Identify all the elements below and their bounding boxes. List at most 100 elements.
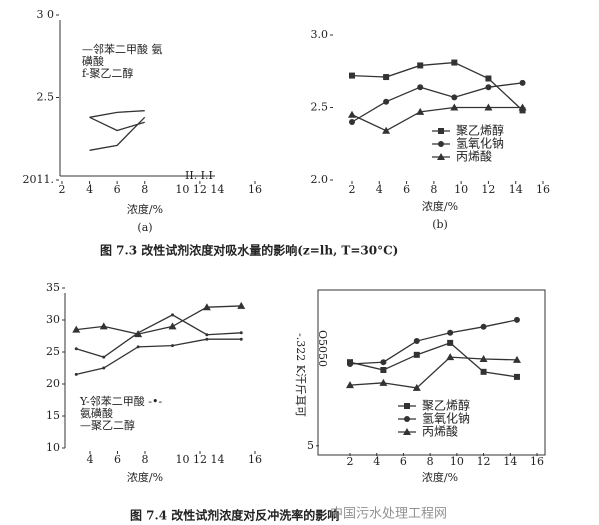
marker	[202, 303, 211, 311]
legend-label: 氢氧化钠	[422, 411, 470, 426]
line	[89, 116, 145, 132]
marker	[512, 355, 521, 363]
marker	[349, 72, 355, 79]
y-tick-label: 5	[307, 439, 314, 452]
legend-label: 丙烯酸	[456, 149, 492, 164]
marker	[447, 339, 454, 346]
x-axis-label: 浓度/%	[127, 470, 163, 484]
legend-text: —邻苯二甲酸 氨	[82, 42, 163, 56]
legend-label: 氢氧化钠	[456, 136, 504, 151]
x-tick-label: 4	[373, 455, 380, 468]
line	[349, 356, 517, 389]
line	[76, 314, 242, 358]
annotation: O5050	[316, 330, 329, 367]
y-axis-label: -.322 K汗斤耳可	[294, 333, 307, 417]
marker	[136, 331, 140, 335]
marker	[413, 351, 420, 358]
y-tick-label: 30	[46, 313, 60, 326]
marker	[239, 337, 243, 341]
x-tick-label: 2	[347, 455, 354, 468]
x-tick-label: 8	[141, 183, 148, 196]
y-tick-label: 25	[46, 345, 60, 358]
x-axis-label: 浓度/%	[127, 202, 163, 216]
marker	[348, 110, 356, 118]
y-tick-label: 3.0	[311, 28, 329, 41]
x-tick-label: 6	[403, 183, 410, 196]
frame	[317, 289, 546, 456]
line	[351, 61, 523, 111]
marker	[136, 345, 140, 349]
marker	[416, 107, 425, 115]
x-tick-label: 14	[503, 455, 517, 468]
marker	[237, 301, 246, 309]
legend-label: 聚乙烯醇	[456, 123, 504, 138]
marker	[383, 74, 390, 81]
x-tick-label: 16	[530, 455, 544, 468]
y-tick-label: 3 0	[37, 8, 55, 21]
line	[351, 106, 523, 132]
legend-text: —聚乙二醇	[80, 418, 135, 432]
marker	[451, 94, 458, 101]
marker	[102, 366, 106, 370]
y-tick-label: 20	[46, 377, 60, 390]
marker	[446, 353, 455, 361]
line	[89, 110, 145, 118]
x-tick-label: 6	[114, 453, 121, 466]
marker	[168, 322, 177, 330]
y-tick-label: 2.5	[311, 101, 329, 114]
marker	[74, 347, 78, 351]
legend-text: Y-邻苯二甲酸 -•-	[79, 394, 162, 408]
y-tick-label: 15	[46, 409, 60, 422]
marker	[480, 368, 487, 375]
caption: 图 7.4 改性试剂浓度对反冲洗率的影响	[130, 508, 339, 523]
legend-text: 磺酸	[82, 54, 104, 68]
line	[89, 116, 146, 151]
x-tick-label: 8	[427, 455, 434, 468]
legend-label: 聚乙烯醇	[422, 398, 470, 413]
marker	[205, 333, 209, 337]
marker	[102, 355, 106, 359]
line	[349, 342, 518, 378]
x-tick-label: 4	[87, 453, 94, 466]
x-tick-label: 6	[114, 183, 121, 196]
line	[76, 305, 242, 335]
x-tick-label: 8	[430, 183, 437, 196]
legend-marker	[438, 128, 444, 134]
marker	[485, 84, 492, 91]
x-tick-label: 4	[86, 183, 93, 196]
x-tick-label: 14	[509, 183, 523, 196]
marker	[99, 322, 108, 330]
x-axis-label: 浓度/%	[422, 470, 458, 484]
caption: 图 7.3 改性试剂浓度对吸水量的影响(z=lh, T=30°C)	[100, 243, 398, 258]
marker	[382, 126, 391, 134]
marker	[347, 361, 353, 368]
x-tick-label: 10 12 14	[175, 183, 224, 196]
marker	[480, 323, 487, 330]
legend-marker	[437, 153, 445, 160]
line	[351, 82, 523, 123]
marker	[519, 79, 526, 86]
y-tick-label: 10	[46, 441, 60, 454]
annotation: II. I.I	[185, 169, 213, 182]
marker	[484, 103, 493, 111]
x-tick-label: 12	[477, 455, 491, 468]
marker	[171, 313, 174, 317]
x-tick-label: 10 12 14	[176, 453, 225, 466]
y-tick-label: 2.0	[311, 173, 329, 186]
x-tick-label: 12	[481, 183, 495, 196]
marker	[72, 325, 81, 333]
marker	[479, 354, 488, 362]
legend-text: f-聚乙二醇	[82, 66, 133, 80]
y-tick-label: 35	[46, 281, 60, 294]
marker	[447, 329, 454, 336]
x-tick-label: 8	[142, 453, 149, 466]
marker	[413, 338, 420, 345]
x-tick-label: 10	[450, 455, 464, 468]
sub-label: (a)	[137, 221, 152, 234]
x-tick-label: 6	[400, 455, 407, 468]
marker	[205, 337, 209, 341]
x-tick-label: 4	[376, 183, 383, 196]
legend-text: 氨磺酸	[80, 406, 113, 420]
line	[349, 319, 518, 365]
x-tick-label: 2	[59, 183, 66, 196]
